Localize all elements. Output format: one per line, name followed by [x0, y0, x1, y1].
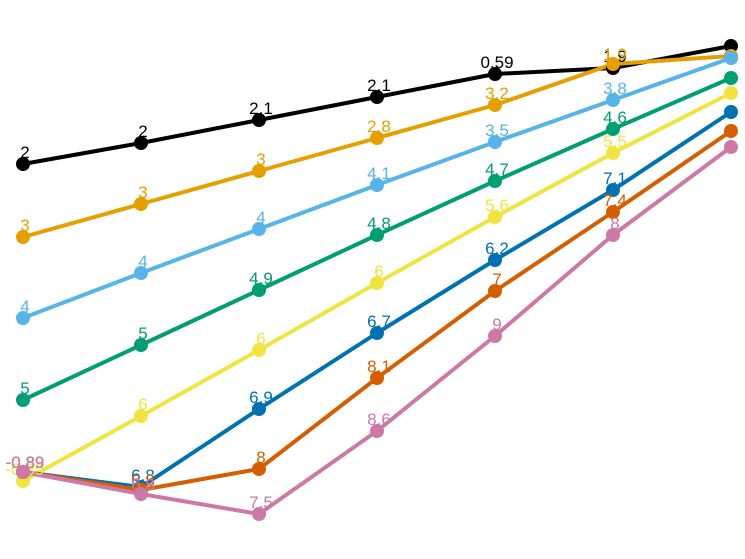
series-1-point	[252, 113, 266, 127]
series-4-point	[252, 283, 266, 297]
series-7-point	[724, 124, 738, 138]
series-7-data-label: -0.89	[6, 453, 45, 472]
series-8-point	[252, 507, 266, 521]
series-7-point	[370, 371, 384, 385]
series-4-data-label: 5	[20, 379, 29, 398]
series-3-data-label: 3.5	[485, 121, 509, 140]
series-3-point	[370, 178, 384, 192]
series-3-point	[606, 93, 620, 107]
series-3-point	[724, 51, 738, 65]
series-7-data-label: 8	[256, 448, 265, 467]
series-6-data-label: -0.89	[6, 453, 45, 472]
series-4-data-label: 4.7	[485, 160, 509, 179]
series-8-point	[16, 465, 30, 479]
series-5-point	[488, 210, 502, 224]
series-8-point	[724, 140, 738, 154]
series-1-point	[724, 39, 738, 53]
series-3-data-label: 4	[20, 297, 29, 316]
series-7-data-label: 6.8	[131, 471, 155, 490]
series-7-point	[488, 284, 502, 298]
series-1-point	[16, 157, 30, 171]
series-7-point	[606, 205, 620, 219]
series-3-point	[16, 311, 30, 325]
series-7-data-label: 7.4	[603, 191, 627, 210]
series-4-data-label: 5	[138, 324, 147, 343]
series-4-point	[16, 393, 30, 407]
series-2-data-label: 1.9	[603, 45, 627, 64]
series-3-point	[134, 266, 148, 280]
series-4-point	[370, 228, 384, 242]
series-2-point	[252, 164, 266, 178]
series-2-data-label: 3	[256, 150, 265, 169]
series-2-data-label: 2.8	[367, 117, 391, 136]
series-5-data-label: 6	[138, 395, 147, 414]
series-6-point	[724, 105, 738, 119]
series-4-point	[134, 338, 148, 352]
series-6-data-label: 7.1	[603, 169, 627, 188]
series-3-data-label: 3.8	[603, 79, 627, 98]
series-6-point	[488, 253, 502, 267]
series-5-point	[134, 409, 148, 423]
series-8-data-label: 6.8	[131, 475, 155, 494]
series-2-point	[134, 197, 148, 211]
series-3-point	[488, 135, 502, 149]
series-5-point	[606, 146, 620, 160]
series-1-data-label: 0.59	[480, 53, 513, 72]
series-8-point	[488, 329, 502, 343]
series-6-data-label: 6.8	[131, 466, 155, 485]
series-5-data-label: 6	[374, 262, 383, 281]
series-7-data-label: 7	[492, 270, 501, 289]
series-8-data-label: 7.5	[249, 493, 273, 512]
series-6-data-label: 6.2	[485, 239, 509, 258]
series-1-data-label: 2	[20, 143, 29, 162]
series-6-data-label: 6.9	[249, 388, 273, 407]
series-5-point	[252, 343, 266, 357]
series-2-data-label: 3.2	[485, 84, 509, 103]
series-8-data-label: -0.89	[6, 453, 45, 472]
series-3-data-label: 4	[256, 208, 265, 227]
series-2-point	[16, 230, 30, 244]
series-6-point	[252, 402, 266, 416]
series-3-data-label: 4.1	[367, 164, 391, 183]
series-5-data-label: 6	[256, 329, 265, 348]
series-3-point	[252, 222, 266, 236]
series-7-data-label: 8.1	[367, 357, 391, 376]
series-1-point	[488, 67, 502, 81]
series-2-data-label: 3	[20, 216, 29, 235]
series-8-data-label: 8.6	[367, 410, 391, 429]
series-4-data-label: 4.6	[603, 108, 627, 127]
series-6-point	[370, 326, 384, 340]
series-8-data-label: 8	[610, 214, 619, 233]
series-5-data-label: 5.6	[485, 196, 509, 215]
series-4-point	[606, 122, 620, 136]
series-2-point	[488, 98, 502, 112]
series-4-data-label: 4.9	[249, 269, 273, 288]
series-5-data-label: 5.5	[603, 132, 627, 151]
series-1-data-label: 2.1	[249, 99, 273, 118]
series-8-point	[134, 487, 148, 501]
series-8-point	[606, 228, 620, 242]
series-8-point	[370, 424, 384, 438]
series-6-point	[606, 183, 620, 197]
series-4-point	[488, 174, 502, 188]
series-1-point	[134, 136, 148, 150]
series-3-data-label: 4	[138, 252, 147, 271]
plot-area: 222.12.10.59 1.93332.83.21.94444.13.53.85…	[6, 39, 738, 521]
series-2-point	[606, 57, 620, 71]
series-2-point	[370, 131, 384, 145]
series-5-point	[724, 86, 738, 100]
series-8-data-label: 9	[492, 315, 501, 334]
series-4-data-label: 4.8	[367, 214, 391, 233]
series-1-data-label: 2	[138, 122, 147, 141]
series-1-point	[370, 90, 384, 104]
series-5-point	[370, 276, 384, 290]
series-6-data-label: 6.7	[367, 312, 391, 331]
series-4-point	[724, 71, 738, 85]
series-7-point	[252, 462, 266, 476]
series-1-data-label: 2.1	[367, 76, 391, 95]
series-2-data-label: 3	[138, 183, 147, 202]
